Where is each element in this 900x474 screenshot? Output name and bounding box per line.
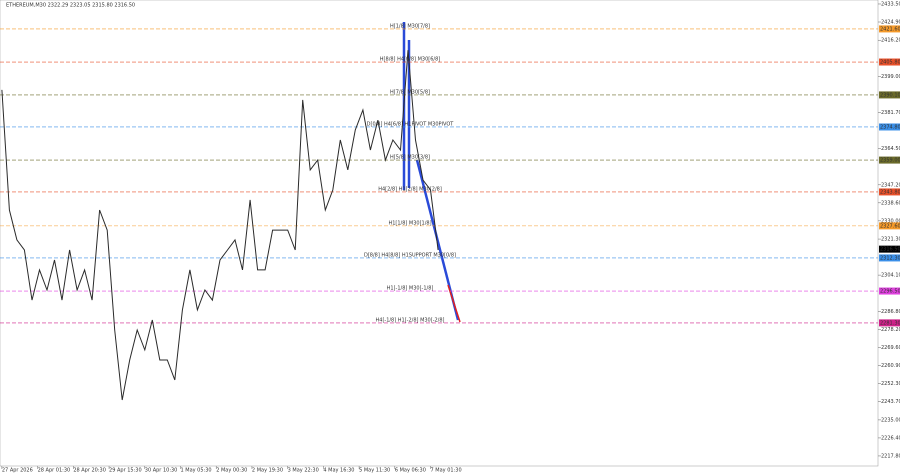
y-tick-label: 2347.20 bbox=[881, 182, 900, 188]
price-tag-label: 2359.00 bbox=[880, 158, 900, 164]
y-tick-label: 2243.70 bbox=[881, 399, 900, 405]
level-label: H1[-1/8] M30[-1/8] bbox=[387, 286, 434, 292]
y-tick-label: 2364.50 bbox=[881, 146, 900, 152]
last-price-tag bbox=[879, 245, 900, 253]
price-tag bbox=[879, 25, 900, 33]
y-tick-label: 2338.60 bbox=[881, 200, 900, 206]
y-tick-label: 2321.30 bbox=[881, 237, 900, 243]
y-tick-label: 2217.80 bbox=[881, 453, 900, 459]
price-tag-label: 2421.60 bbox=[880, 26, 900, 32]
x-tick-label: 2 May 19:30 bbox=[252, 468, 283, 474]
x-tick-label: 29 Apr 15:30 bbox=[109, 468, 142, 474]
price-tag bbox=[879, 287, 900, 295]
price-tag bbox=[879, 188, 900, 196]
last-price-label: 2316.50 bbox=[880, 247, 900, 253]
x-tick-label: 30 Apr 10:30 bbox=[145, 468, 178, 474]
price-tag-label: 2296.50 bbox=[880, 289, 900, 295]
price-tag bbox=[879, 254, 900, 262]
y-tick-label: 2424.90 bbox=[881, 20, 900, 26]
x-tick-label: 2 May 00:30 bbox=[216, 468, 247, 474]
price-tag-label: 2327.60 bbox=[880, 223, 900, 229]
y-tick-label: 2269.60 bbox=[881, 345, 900, 351]
x-tick-label: 28 Apr 01:30 bbox=[38, 468, 71, 474]
y-tick-label: 2226.40 bbox=[881, 435, 900, 441]
x-tick-label: 1 May 05:30 bbox=[180, 468, 211, 474]
y-tick-label: 2235.00 bbox=[881, 417, 900, 423]
x-tick-label: 28 Apr 20:30 bbox=[73, 468, 106, 474]
y-tick-label: 2260.90 bbox=[881, 363, 900, 369]
price-tag-label: 2343.80 bbox=[880, 189, 900, 195]
level-label: H[1/8] M30[7/8] bbox=[390, 23, 430, 29]
y-tick-label: 2278.20 bbox=[881, 327, 900, 333]
price-line bbox=[1, 50, 439, 401]
x-tick-label: 27 Apr 2026 bbox=[2, 468, 33, 474]
level-label: D[0/8] H4[6/8] H1PIVOT M30PIVOT bbox=[367, 121, 455, 127]
plot-area bbox=[0, 0, 879, 467]
price-tag-label: 2405.80 bbox=[880, 60, 900, 66]
x-tick-label: 6 May 06:30 bbox=[395, 468, 426, 474]
level-label: H4[2/8] H1[2/8] M30[2/8] bbox=[378, 186, 442, 192]
level-label: H1[1/8] M30[1/8] bbox=[388, 220, 431, 226]
y-tick-label: 2330.00 bbox=[881, 218, 900, 224]
y-tick-label: 2304.10 bbox=[881, 273, 900, 279]
y-tick-label: 2399.00 bbox=[881, 74, 900, 80]
chart-title: ETHEREUM,M30 2322.29 2323.05 2315.80 231… bbox=[6, 3, 135, 9]
price-tag bbox=[879, 319, 900, 327]
y-tick-label: 2433.50 bbox=[881, 1, 900, 7]
price-tag-label: 2312.30 bbox=[880, 255, 900, 261]
price-tag bbox=[879, 123, 900, 131]
level-label: H[8/8] H4[0/8] M30[6/8] bbox=[380, 57, 440, 63]
price-tag-label: 2281.30 bbox=[880, 320, 900, 326]
x-tick-label: 4 May 16:30 bbox=[323, 468, 354, 474]
x-tick-label: 7 May 01:30 bbox=[431, 468, 462, 474]
y-tick-label: 2252.30 bbox=[881, 381, 900, 387]
price-tag bbox=[879, 156, 900, 164]
price-tag-label: 2390.10 bbox=[880, 92, 900, 98]
price-tag bbox=[879, 222, 900, 230]
level-label: H[5/8] M30[3/8] bbox=[390, 155, 430, 161]
level-label: H4[-1/8] H1[-2/8] M30[-2/8] bbox=[376, 317, 445, 323]
level-label: H[7/8] M30[5/8] bbox=[390, 89, 430, 95]
x-tick-label: 3 May 22:30 bbox=[288, 468, 319, 474]
level-label: D[8/8] H4[8/8] H1SUPPORT M30[0/8] bbox=[364, 252, 456, 258]
y-tick-label: 2286.80 bbox=[881, 309, 900, 315]
x-tick-label: 5 May 11:30 bbox=[359, 468, 390, 474]
y-tick-label: 2381.70 bbox=[881, 110, 900, 116]
price-tag-label: 2374.80 bbox=[880, 124, 900, 130]
y-tick-label: 2416.20 bbox=[881, 38, 900, 44]
price-tag bbox=[879, 91, 900, 99]
price-tag bbox=[879, 58, 900, 66]
